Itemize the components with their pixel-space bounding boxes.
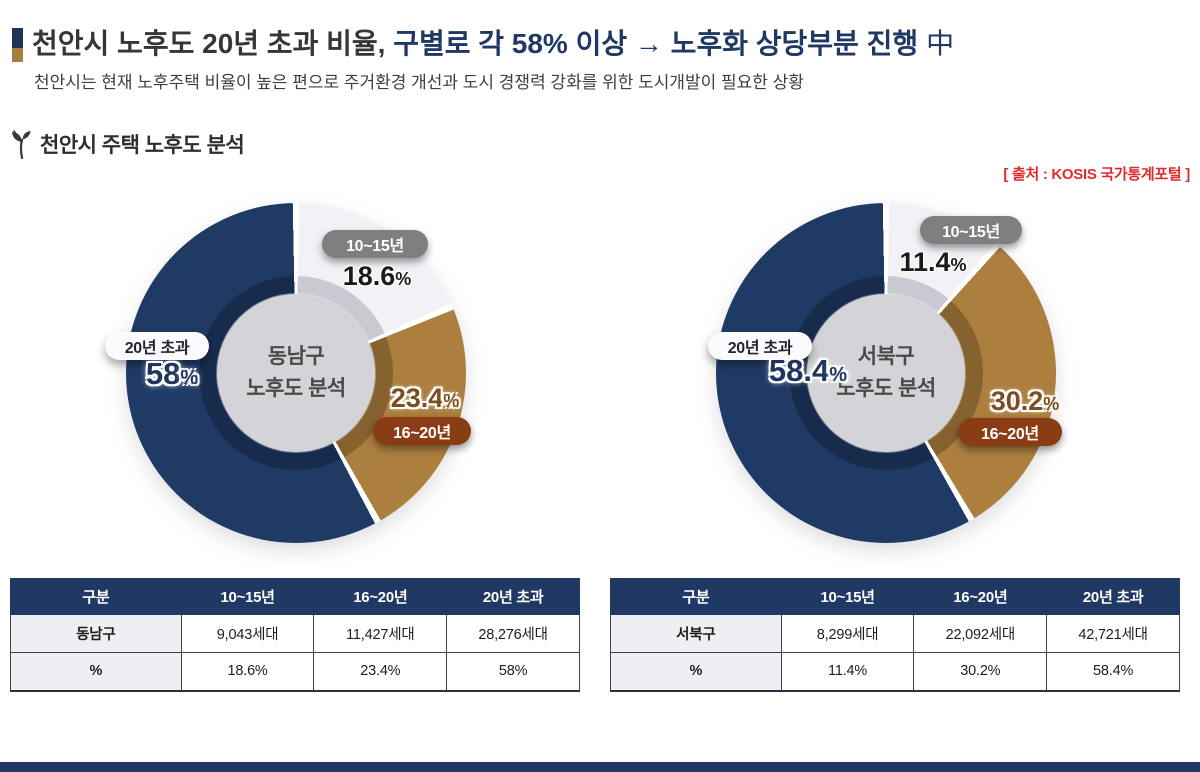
table-cell: %	[610, 652, 782, 692]
age-pill-10-15: 10~15년	[322, 230, 428, 258]
data-table-dongnam: 구분 10~15년 16~20년 20년 초과 동남구 9,043세대 11,4…	[10, 578, 580, 692]
table-cell: 9,043세대	[180, 614, 315, 653]
table-cell: 서북구	[610, 614, 782, 653]
table-cell: 42,721세대	[1046, 614, 1180, 653]
table-row: % 18.6% 23.4% 58%	[10, 652, 580, 692]
age-pill-16-20: 16~20년	[958, 418, 1062, 446]
section-header: 천안시 주택 노후도 분석	[6, 128, 245, 160]
donut-center-label: 서북구 노후도 분석	[807, 294, 965, 452]
table-cell: 30.2%	[913, 652, 1048, 692]
title-suffix: 中	[926, 28, 955, 59]
table-header-cell: 16~20년	[313, 578, 448, 615]
center-label-line2: 노후도 분석	[246, 377, 346, 400]
value-label-10-15: 11.4%	[899, 247, 967, 277]
table-row: % 11.4% 30.2% 58.4%	[610, 652, 1180, 692]
center-label-line2: 노후도 분석	[836, 377, 936, 400]
table-header-cell: 10~15년	[780, 578, 915, 615]
value-label-10-15: 18.6%	[342, 261, 412, 291]
table-cell: 28,276세대	[446, 614, 580, 653]
data-table-seobuk: 구분 10~15년 16~20년 20년 초과 서북구 8,299세대 22,0…	[610, 578, 1180, 692]
table-header-cell: 10~15년	[180, 578, 315, 615]
age-pill-over-20: 20년 초과	[105, 332, 209, 360]
table-cell: 11,427세대	[313, 614, 448, 653]
age-pill-over-20: 20년 초과	[708, 332, 812, 360]
donut-center-label: 동남구 노후도 분석	[217, 294, 375, 452]
table-cell: 58%	[446, 652, 580, 692]
donut-chart-seobuk: 서북구 노후도 분석 10~15년 11.4% 16~20년 30.2% 20년…	[708, 203, 1062, 543]
table-cell: 동남구	[10, 614, 182, 653]
table-cell: 8,299세대	[780, 614, 915, 653]
center-label-line1: 동남구	[267, 345, 325, 368]
table-header-row: 구분 10~15년 16~20년 20년 초과	[10, 578, 580, 615]
age-pill-16-20: 16~20년	[373, 417, 471, 445]
leaf-icon	[12, 130, 31, 160]
table-cell: 18.6%	[180, 652, 315, 692]
table-header-cell: 20년 초과	[446, 578, 580, 615]
table-cell: 11.4%	[780, 652, 915, 692]
table-header-cell: 구분	[610, 578, 782, 615]
age-pill-10-15: 10~15년	[920, 216, 1022, 244]
value-label-16-20: 30.2%	[990, 386, 1060, 416]
table-cell: %	[10, 652, 182, 692]
footer-bar	[0, 762, 1200, 772]
page-header: 천안시 노후도 20년 초과 비율, 구별로 각 58% 이상 → 노후화 상당…	[12, 24, 954, 64]
page-subtitle: 천안시는 현재 노후주택 비율이 높은 편으로 주거환경 개선과 도시 경쟁력 …	[34, 73, 804, 92]
title-prefix: 천안시 노후도 20년 초과 비율,	[32, 28, 394, 59]
source-label: [ 출처 : KOSIS 국가통계포털 ]	[1003, 166, 1190, 183]
value-label-over-20: 58.4%	[768, 353, 848, 388]
table-header-row: 구분 10~15년 16~20년 20년 초과	[610, 578, 1180, 615]
title-bullet-icon	[12, 28, 23, 62]
donut-chart-dongnam: 동남구 노후도 분석 10~15년 18.6% 16~20년 23.4% 20년…	[105, 203, 471, 543]
table-header-cell: 20년 초과	[1046, 578, 1180, 615]
table-row: 동남구 9,043세대 11,427세대 28,276세대	[10, 614, 580, 653]
table-header-cell: 구분	[10, 578, 182, 615]
page-title: 천안시 노후도 20년 초과 비율, 구별로 각 58% 이상 → 노후화 상당…	[32, 24, 954, 64]
table-cell: 23.4%	[313, 652, 448, 692]
table-cell: 22,092세대	[913, 614, 1048, 653]
value-label-over-20: 58%	[145, 356, 199, 391]
section-title: 천안시 주택 노후도 분석	[40, 134, 245, 157]
value-label-16-20: 23.4%	[390, 383, 460, 413]
table-row: 서북구 8,299세대 22,092세대 42,721세대	[610, 614, 1180, 653]
center-label-line1: 서북구	[857, 345, 915, 368]
table-cell: 58.4%	[1046, 652, 1180, 692]
title-emphasis: 구별로 각 58% 이상 → 노후화 상당부분 진행	[393, 28, 919, 59]
table-header-cell: 16~20년	[913, 578, 1048, 615]
